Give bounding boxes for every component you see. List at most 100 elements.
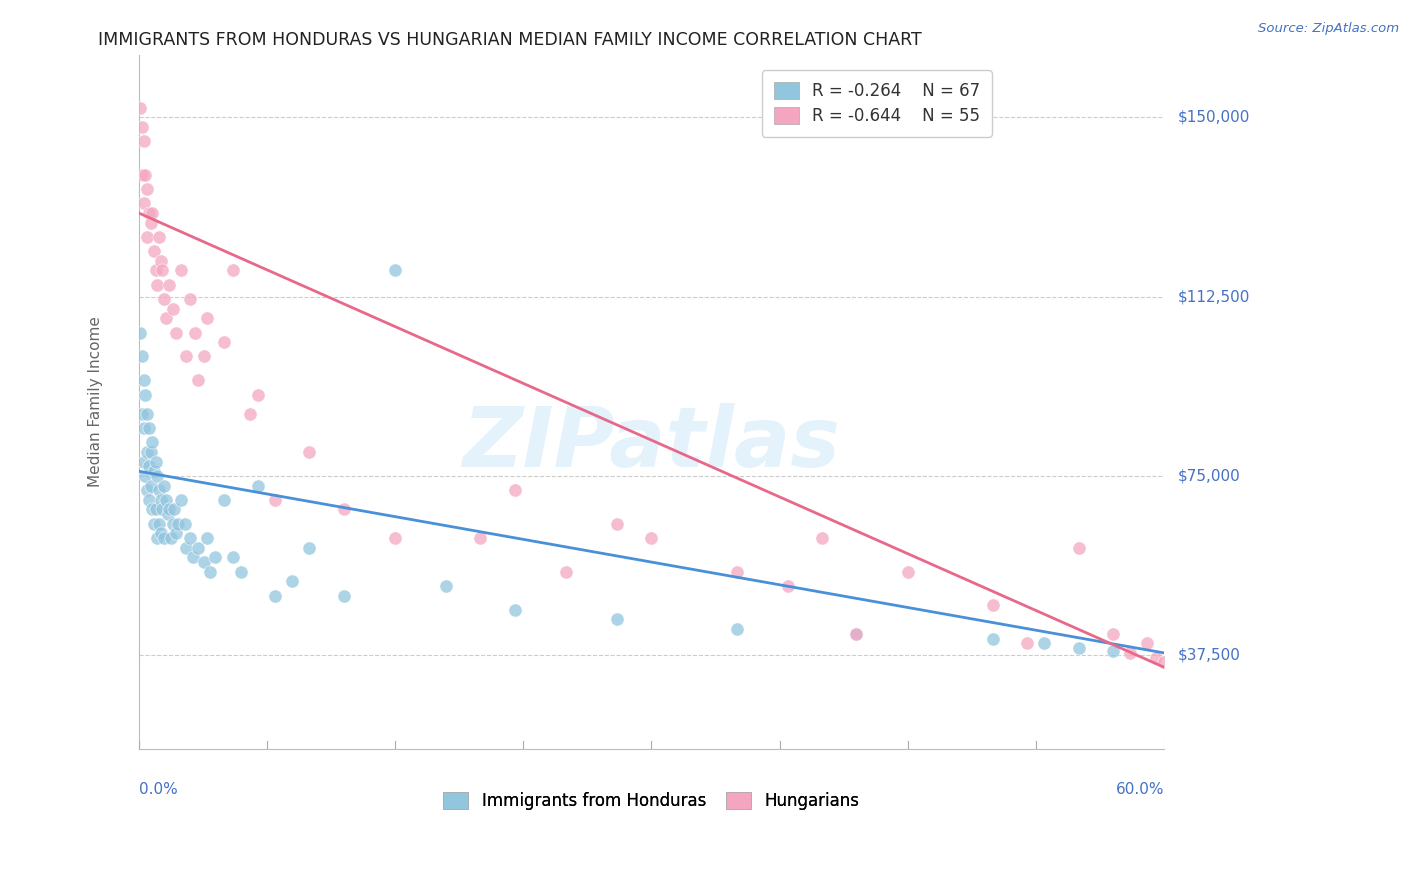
Point bbox=[332, 502, 354, 516]
Point bbox=[212, 492, 235, 507]
Point bbox=[162, 301, 184, 316]
Point bbox=[142, 244, 165, 259]
Text: $75,000: $75,000 bbox=[1178, 468, 1240, 483]
Point bbox=[1067, 541, 1090, 555]
Point bbox=[187, 373, 209, 387]
Point bbox=[136, 230, 159, 244]
Point bbox=[725, 565, 748, 579]
Point bbox=[138, 421, 160, 435]
Point bbox=[298, 541, 321, 555]
Point bbox=[146, 469, 169, 483]
Point bbox=[1153, 656, 1175, 670]
Point bbox=[132, 373, 155, 387]
Point bbox=[606, 516, 628, 531]
Point bbox=[195, 531, 218, 545]
Point bbox=[897, 565, 920, 579]
Point bbox=[156, 507, 179, 521]
Point bbox=[179, 531, 201, 545]
Point bbox=[195, 311, 218, 326]
Legend: Immigrants from Honduras, Hungarians: Immigrants from Honduras, Hungarians bbox=[437, 785, 866, 816]
Point bbox=[136, 445, 159, 459]
Point bbox=[148, 483, 170, 498]
Point bbox=[129, 101, 152, 115]
Point bbox=[640, 531, 662, 545]
Point bbox=[131, 350, 153, 364]
Point bbox=[138, 459, 160, 474]
Point bbox=[141, 206, 163, 220]
Point bbox=[1119, 646, 1142, 660]
Point bbox=[153, 531, 176, 545]
Point bbox=[139, 478, 162, 492]
Point bbox=[139, 215, 162, 229]
Point bbox=[155, 311, 177, 326]
Point bbox=[229, 565, 252, 579]
Point bbox=[1136, 636, 1159, 650]
Point bbox=[200, 565, 222, 579]
Point bbox=[470, 531, 492, 545]
Point bbox=[138, 206, 160, 220]
Point bbox=[1067, 641, 1090, 656]
Text: $112,500: $112,500 bbox=[1178, 289, 1250, 304]
Text: Source: ZipAtlas.com: Source: ZipAtlas.com bbox=[1258, 22, 1399, 36]
Point bbox=[132, 134, 155, 148]
Point bbox=[606, 612, 628, 626]
Point bbox=[981, 598, 1004, 612]
Point bbox=[160, 531, 183, 545]
Point bbox=[136, 182, 159, 196]
Point bbox=[165, 326, 187, 340]
Point bbox=[173, 516, 195, 531]
Point bbox=[138, 492, 160, 507]
Point bbox=[981, 632, 1004, 646]
Point bbox=[845, 627, 868, 641]
Point bbox=[725, 622, 748, 636]
Point bbox=[1144, 650, 1167, 665]
Text: $150,000: $150,000 bbox=[1178, 110, 1250, 125]
Point bbox=[136, 407, 159, 421]
Point bbox=[247, 478, 270, 492]
Point bbox=[134, 168, 156, 182]
Point bbox=[165, 526, 187, 541]
Point bbox=[434, 579, 457, 593]
Point bbox=[149, 253, 172, 268]
Point bbox=[264, 589, 287, 603]
Point bbox=[145, 502, 167, 516]
Point bbox=[142, 464, 165, 478]
Point bbox=[129, 326, 152, 340]
Point bbox=[503, 483, 526, 498]
Point bbox=[247, 387, 270, 401]
Point bbox=[204, 550, 226, 565]
Text: 60.0%: 60.0% bbox=[1115, 782, 1164, 797]
Point bbox=[131, 120, 153, 134]
Point bbox=[1017, 636, 1039, 650]
Point bbox=[134, 387, 156, 401]
Point bbox=[148, 516, 170, 531]
Point bbox=[845, 627, 868, 641]
Point bbox=[142, 516, 165, 531]
Point bbox=[148, 230, 170, 244]
Text: IMMIGRANTS FROM HONDURAS VS HUNGARIAN MEDIAN FAMILY INCOME CORRELATION CHART: IMMIGRANTS FROM HONDURAS VS HUNGARIAN ME… bbox=[98, 31, 922, 49]
Point bbox=[132, 455, 155, 469]
Point bbox=[384, 531, 406, 545]
Point bbox=[153, 478, 176, 492]
Point bbox=[152, 502, 174, 516]
Point bbox=[170, 492, 193, 507]
Point bbox=[176, 541, 198, 555]
Point bbox=[298, 445, 321, 459]
Point bbox=[1102, 627, 1125, 641]
Point bbox=[152, 263, 174, 277]
Point bbox=[1102, 643, 1125, 657]
Point bbox=[139, 445, 162, 459]
Point bbox=[146, 277, 169, 292]
Point bbox=[145, 455, 167, 469]
Point bbox=[554, 565, 576, 579]
Point bbox=[131, 168, 153, 182]
Point bbox=[384, 263, 406, 277]
Point bbox=[163, 502, 186, 516]
Text: 0.0%: 0.0% bbox=[139, 782, 177, 797]
Point bbox=[281, 574, 304, 589]
Point bbox=[193, 555, 215, 569]
Text: ZIPatlas: ZIPatlas bbox=[463, 403, 841, 484]
Point bbox=[332, 589, 354, 603]
Point bbox=[149, 526, 172, 541]
Point bbox=[193, 350, 215, 364]
